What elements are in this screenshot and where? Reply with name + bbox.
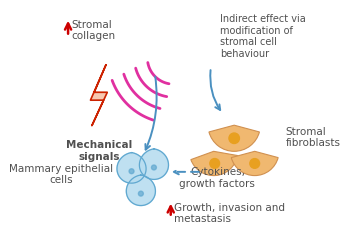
FancyArrowPatch shape (210, 70, 220, 110)
Circle shape (138, 191, 143, 196)
FancyArrowPatch shape (145, 77, 157, 150)
Polygon shape (139, 149, 168, 179)
Text: Mammary epithelial
cells: Mammary epithelial cells (9, 164, 114, 185)
Circle shape (229, 133, 239, 144)
Text: Growth, invasion and
metastasis: Growth, invasion and metastasis (174, 203, 286, 224)
Polygon shape (91, 65, 107, 126)
Text: Cytokines,
growth factors: Cytokines, growth factors (180, 167, 256, 189)
Polygon shape (117, 153, 146, 183)
Text: Stromal
fibroblasts: Stromal fibroblasts (286, 126, 341, 148)
Text: Mechanical
signals: Mechanical signals (66, 140, 132, 162)
Text: Stromal
collagen: Stromal collagen (72, 20, 116, 41)
Circle shape (250, 159, 260, 168)
Wedge shape (209, 125, 259, 151)
Text: Indirect effect via
modification of
stromal cell
behaviour: Indirect effect via modification of stro… (220, 14, 306, 59)
Wedge shape (191, 151, 238, 176)
Circle shape (210, 159, 219, 168)
Circle shape (129, 169, 134, 174)
Polygon shape (126, 175, 155, 206)
Wedge shape (231, 151, 278, 176)
FancyArrowPatch shape (174, 169, 199, 174)
Circle shape (152, 165, 156, 170)
